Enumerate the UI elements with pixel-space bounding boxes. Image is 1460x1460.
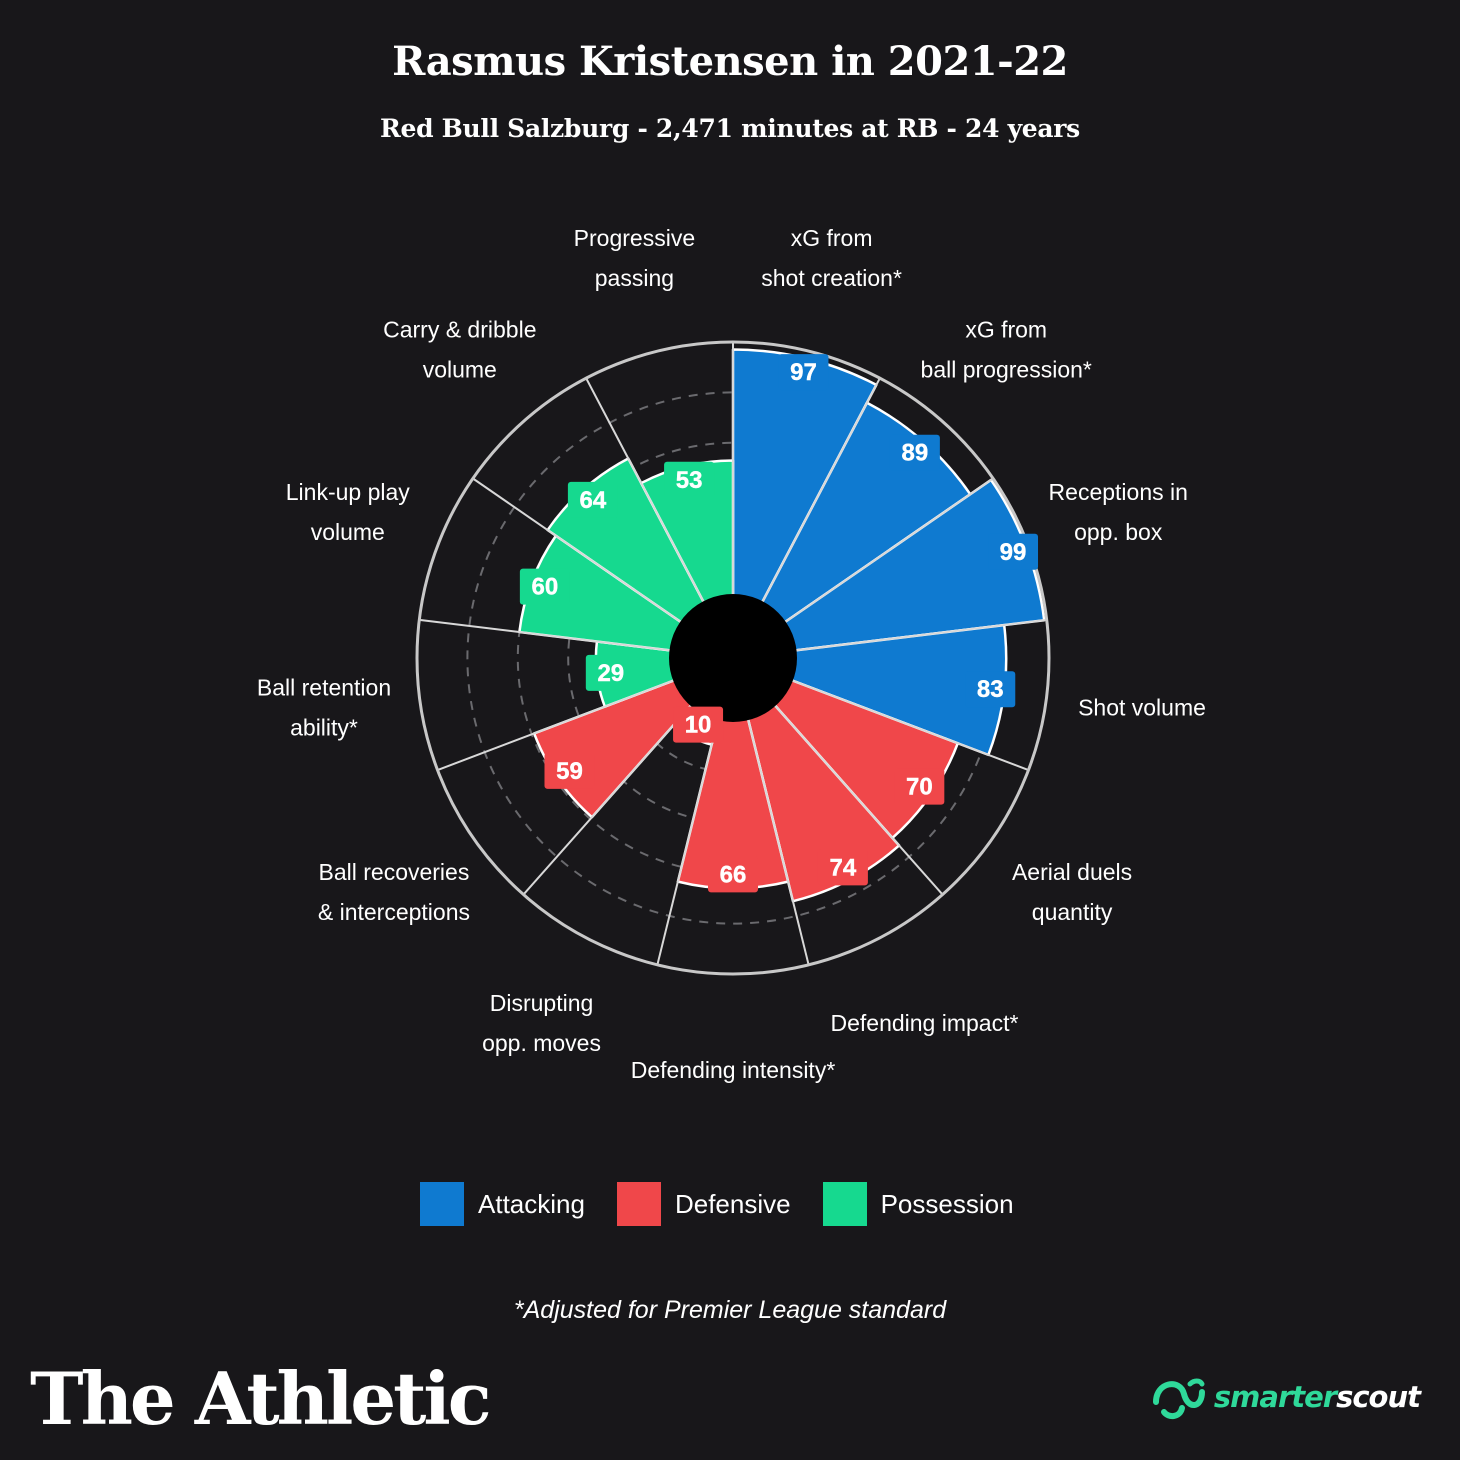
spoke-9 [522, 705, 692, 896]
value-label-9: 59 [556, 758, 583, 785]
category-label-3-line-1: Receptions in [1049, 479, 1188, 505]
legend-label-possession: Possession [880, 1188, 1014, 1219]
value-badge-7 [708, 856, 758, 893]
category-label-2: xG from ball progression* [921, 317, 1092, 383]
smarterscout-logo-icon [1152, 1378, 1205, 1420]
outer-ring [415, 340, 1051, 976]
legend-label-attacking: Attacking [478, 1188, 585, 1219]
chart-subtitle: Red Bull Salzburg - 2,471 minutes at RB … [380, 114, 1080, 143]
value-label-12: 64 [580, 487, 607, 514]
value-badge-8 [673, 706, 724, 743]
spoke-2 [761, 377, 881, 602]
value-label-6: 74 [830, 854, 857, 881]
value-label-10: 29 [597, 660, 624, 687]
smarterscout-logo: smarter scout [1150, 1372, 1421, 1422]
category-label-9-line-2: & interceptions [318, 899, 470, 925]
value-label-2: 89 [902, 440, 929, 467]
spoke-11 [419, 618, 670, 652]
chart-title: Rasmus Kristensen in 2021-22 [392, 38, 1068, 85]
spoke-4 [796, 618, 1047, 652]
value-badge-2 [889, 434, 940, 471]
spoke-3 [785, 477, 994, 623]
value-badge-3 [988, 533, 1039, 570]
value-badge-11 [519, 568, 570, 605]
center-hole [669, 594, 797, 722]
category-label-6-line-1: Defending impact* [830, 1010, 1018, 1036]
value-label-5: 70 [906, 774, 933, 801]
spoke-13 [585, 377, 705, 602]
category-label-13-line-2: passing [595, 265, 674, 291]
value-badge-4 [965, 671, 1016, 708]
legend-swatch-attacking [420, 1182, 464, 1226]
category-label-5-line-2: quantity [1032, 899, 1113, 925]
category-label-1: xG from shot creation* [761, 225, 902, 291]
legend-label-defensive: Defensive [674, 1188, 791, 1219]
smarterscout-word-smarter: smarter [1213, 1380, 1337, 1414]
category-label-6: Defending impact* [830, 1010, 1018, 1036]
category-label-4-line-1: Shot volume [1078, 695, 1206, 721]
category-label-12-line-2: volume [423, 357, 497, 383]
value-label-13: 53 [676, 467, 703, 494]
legend-swatch-defensive [616, 1182, 661, 1226]
category-label-12-line-1: Carry & dribble [383, 317, 536, 343]
the-athletic-logo: The Athletic [30, 1356, 492, 1441]
category-label-1-line-1: xG from [791, 225, 873, 251]
category-label-7-line-1: Defending intensity* [631, 1057, 836, 1083]
category-label-9-line-1: Ball recoveries [319, 859, 470, 885]
value-label-7: 66 [720, 861, 747, 888]
category-label-11-line-1: Link-up play [286, 479, 411, 505]
category-label-9: Ball recoveries & interceptions [318, 859, 470, 925]
value-label-8: 10 [685, 712, 712, 739]
category-label-8-line-2: opp. moves [482, 1030, 601, 1056]
spoke-6 [774, 705, 944, 896]
legend: Attacking Defensive Possession [420, 1182, 1046, 1226]
spoke-5 [792, 679, 1029, 771]
value-label-4: 83 [977, 676, 1004, 703]
footnote: *Adjusted for Premier League standard [513, 1296, 947, 1324]
value-badge-9 [544, 752, 595, 789]
legend-item-defensive: Defensive [616, 1182, 791, 1226]
category-label-5-line-1: Aerial duels [1012, 859, 1132, 885]
category-label-2-line-2: ball progression* [921, 357, 1092, 383]
category-label-12: Carry & dribble volume [383, 317, 536, 383]
category-label-11-line-2: volume [311, 519, 385, 545]
value-badge-10 [585, 654, 636, 691]
category-label-10-line-1: Ball retention [257, 675, 391, 701]
value-badge-6 [817, 849, 868, 886]
category-label-10-line-2: ability* [290, 715, 358, 741]
legend-item-possession: Possession [822, 1182, 1014, 1226]
category-label-10: Ball retention ability* [257, 675, 391, 741]
category-label-3: Receptions in opp. box [1049, 479, 1188, 545]
category-label-1-line-2: shot creation* [761, 265, 902, 291]
spoke-12 [472, 477, 681, 623]
value-label-3: 99 [1000, 539, 1027, 566]
category-label-3-line-2: opp. box [1074, 519, 1163, 545]
spoke-7 [747, 719, 810, 966]
smarterscout-word-scout: scout [1336, 1380, 1421, 1414]
value-badge-1 [778, 354, 829, 391]
category-label-11: Link-up play volume [286, 479, 411, 545]
category-label-8: Disrupting opp. moves [482, 990, 601, 1056]
polar-bar-chart: 97 89 99 83 70 74 66 10 59 29 60 64 53 xG from shot cr… [257, 225, 1206, 1083]
value-label-11: 60 [532, 574, 559, 601]
category-label-5: Aerial duels quantity [1012, 859, 1132, 925]
legend-item-attacking: Attacking [420, 1182, 585, 1226]
spoke-10 [437, 679, 674, 771]
value-badge-5 [894, 768, 945, 805]
legend-swatch-possession [822, 1182, 867, 1226]
category-label-7: Defending intensity* [631, 1057, 836, 1083]
value-label-1: 97 [790, 359, 817, 386]
category-label-8-line-1: Disrupting [490, 990, 594, 1016]
spoke-8 [656, 719, 719, 966]
category-label-2-line-1: xG from [965, 317, 1047, 343]
category-label-4: Shot volume [1078, 695, 1206, 721]
category-label-13-line-1: Progressive [574, 225, 695, 251]
category-label-13: Progressive passing [574, 225, 695, 291]
value-badge-12 [567, 481, 618, 518]
value-badge-13 [664, 461, 715, 498]
